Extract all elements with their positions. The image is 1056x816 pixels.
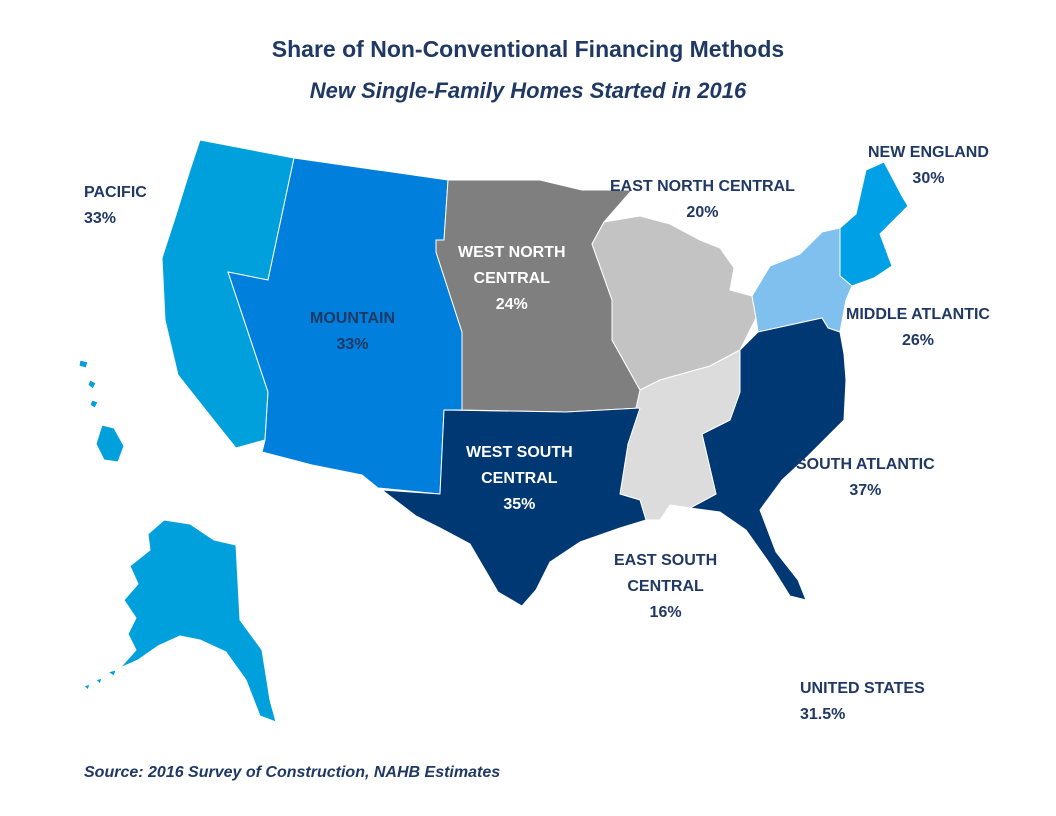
region-pacific-aleutians (83, 669, 117, 691)
label-west-north-central: WEST NORTH CENTRAL 24% (458, 244, 566, 313)
region-middle-atlantic (751, 227, 853, 333)
region-pacific-hawaii-islets (78, 359, 99, 409)
source-note: Source: 2016 Survey of Construction, NAH… (84, 764, 501, 781)
map-title: Share of Non-Conventional Financing Meth… (271, 36, 785, 62)
label-new-england: NEW ENGLAND 30% (868, 144, 989, 187)
label-west-south-central: WEST SOUTH CENTRAL 35% (466, 444, 573, 513)
label-united-states: UNITED STATES 31.5% (800, 680, 925, 723)
label-mountain: MOUNTAIN 33% (310, 310, 396, 353)
region-pacific-alaska (119, 519, 277, 723)
region-west-south-central (381, 407, 647, 607)
label-east-south-central: EAST SOUTH CENTRAL 16% (614, 552, 718, 621)
region-pacific-hawaii (95, 424, 125, 463)
label-middle-atlantic: MIDDLE ATLANTIC 26% (846, 306, 990, 349)
label-east-north-central: EAST NORTH CENTRAL 20% (610, 178, 795, 221)
label-pacific: PACIFIC 33% (84, 184, 147, 227)
label-south-atlantic: SOUTH ATLANTIC 37% (796, 456, 935, 499)
map-subtitle: New Single-Family Homes Started in 2016 (309, 78, 747, 103)
